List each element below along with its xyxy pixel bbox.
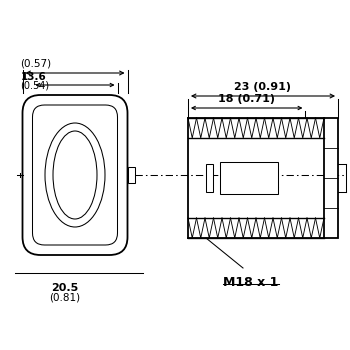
FancyBboxPatch shape (22, 95, 127, 255)
Bar (220, 162, 278, 194)
Text: 20.5: 20.5 (51, 283, 79, 293)
FancyBboxPatch shape (33, 105, 118, 245)
Text: 18 (0.71): 18 (0.71) (218, 94, 275, 104)
Text: (0.54): (0.54) (21, 80, 50, 90)
Bar (127, 167, 134, 183)
Text: (0.81): (0.81) (49, 293, 80, 303)
Ellipse shape (45, 123, 105, 227)
Text: M18 x 1: M18 x 1 (223, 276, 279, 289)
Bar (206, 164, 213, 192)
Text: 23 (0.91): 23 (0.91) (234, 82, 292, 92)
Text: 13.6: 13.6 (21, 72, 46, 82)
Ellipse shape (53, 131, 97, 219)
Text: (0.57): (0.57) (21, 58, 52, 68)
Bar (324, 118, 338, 238)
